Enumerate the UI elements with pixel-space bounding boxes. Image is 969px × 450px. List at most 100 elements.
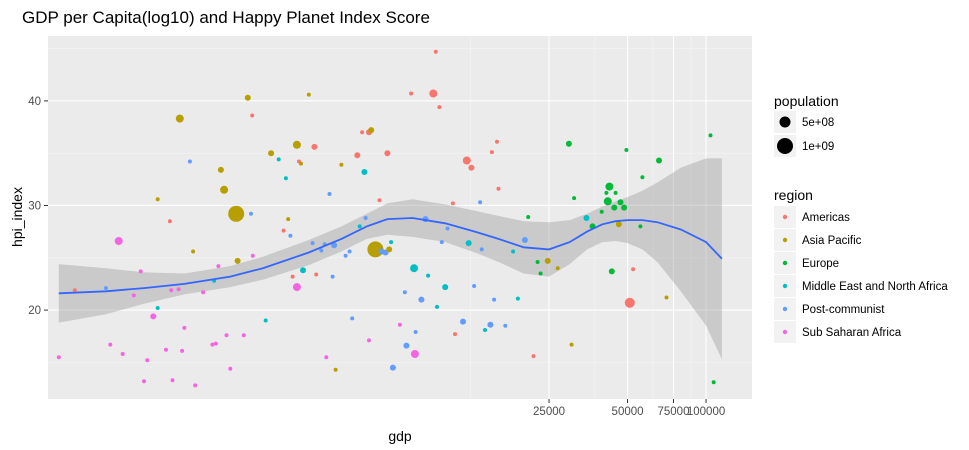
size-legend-title: population <box>774 93 839 109</box>
data-point <box>526 215 531 219</box>
data-point <box>249 211 253 216</box>
major-gridlines <box>48 36 752 399</box>
color-legend-label: Asia Pacific <box>802 235 862 247</box>
data-point <box>624 297 635 308</box>
color-legend-label: Sub Saharan Africa <box>802 327 902 339</box>
data-point <box>201 290 206 295</box>
data-point <box>319 248 324 253</box>
data-point <box>555 266 560 271</box>
data-point <box>465 240 472 247</box>
data-point <box>363 216 368 220</box>
data-point <box>191 249 196 254</box>
data-point <box>250 113 255 118</box>
data-point <box>114 237 123 245</box>
data-point <box>368 127 375 134</box>
data-point <box>569 342 574 347</box>
data-point <box>487 321 494 328</box>
chart-title: GDP per Capita(log10) and Happy Planet I… <box>22 8 430 27</box>
data-point <box>217 166 224 173</box>
data-point <box>624 148 629 152</box>
data-point <box>413 330 418 334</box>
plot-panel <box>48 36 752 399</box>
color-legend-swatch <box>782 237 788 243</box>
data-point <box>310 241 315 246</box>
data-point <box>462 156 471 165</box>
data-point <box>327 192 332 196</box>
data-point <box>268 150 275 157</box>
data-point <box>361 169 368 175</box>
data-point <box>224 333 229 338</box>
data-point <box>347 249 352 254</box>
color-legend-swatch <box>782 214 788 220</box>
data-point <box>169 288 174 293</box>
data-point <box>343 253 348 258</box>
data-point <box>228 366 233 371</box>
data-point <box>468 164 475 171</box>
data-point <box>389 240 394 245</box>
data-point <box>656 157 662 164</box>
data-point <box>511 249 516 254</box>
data-point <box>535 260 540 264</box>
data-point <box>339 162 344 167</box>
data-point <box>409 91 414 96</box>
data-point <box>605 182 614 191</box>
data-point <box>445 226 450 231</box>
data-point <box>640 175 645 180</box>
data-point <box>300 267 306 274</box>
data-point <box>228 205 245 222</box>
data-point <box>389 364 396 371</box>
data-point <box>354 152 361 159</box>
data-point <box>450 201 455 206</box>
data-point <box>292 283 301 292</box>
data-point <box>433 49 438 54</box>
data-point <box>357 224 362 229</box>
data-point <box>377 198 382 203</box>
data-point <box>180 348 185 353</box>
data-point <box>142 379 146 384</box>
data-point <box>288 233 293 238</box>
data-point <box>439 240 444 245</box>
color-legend-title: region <box>774 187 813 203</box>
data-point <box>250 253 255 258</box>
color-legend-label: Post-communist <box>802 304 885 316</box>
data-point <box>299 161 303 166</box>
data-point <box>613 190 618 195</box>
data-point <box>120 352 125 356</box>
data-point <box>479 247 484 252</box>
data-point <box>331 242 338 249</box>
data-point <box>314 272 319 277</box>
data-point <box>138 269 143 274</box>
data-point <box>292 140 301 149</box>
data-point <box>531 354 536 359</box>
data-point <box>216 264 221 269</box>
data-point <box>145 358 150 363</box>
data-point <box>330 274 335 279</box>
data-point <box>478 200 483 205</box>
data-point <box>108 342 113 347</box>
data-point <box>572 196 577 201</box>
data-point <box>220 185 229 194</box>
data-point <box>72 288 77 293</box>
data-point <box>664 295 669 300</box>
data-point <box>429 89 438 98</box>
data-point <box>615 221 622 228</box>
data-point <box>410 350 419 358</box>
data-point <box>213 341 218 346</box>
data-points <box>56 49 716 388</box>
data-point <box>621 204 628 211</box>
data-point <box>170 378 175 383</box>
data-point <box>608 268 615 275</box>
data-point <box>187 159 192 164</box>
data-point <box>167 219 172 224</box>
data-point <box>638 224 643 229</box>
data-point <box>175 114 184 123</box>
data-point <box>234 257 241 264</box>
data-point <box>565 140 572 147</box>
data-point <box>155 197 160 202</box>
data-point <box>290 274 295 279</box>
size-legend: population 5e+08 1e+09 <box>774 93 839 157</box>
color-legend-swatch <box>782 306 788 312</box>
data-point <box>367 338 371 343</box>
